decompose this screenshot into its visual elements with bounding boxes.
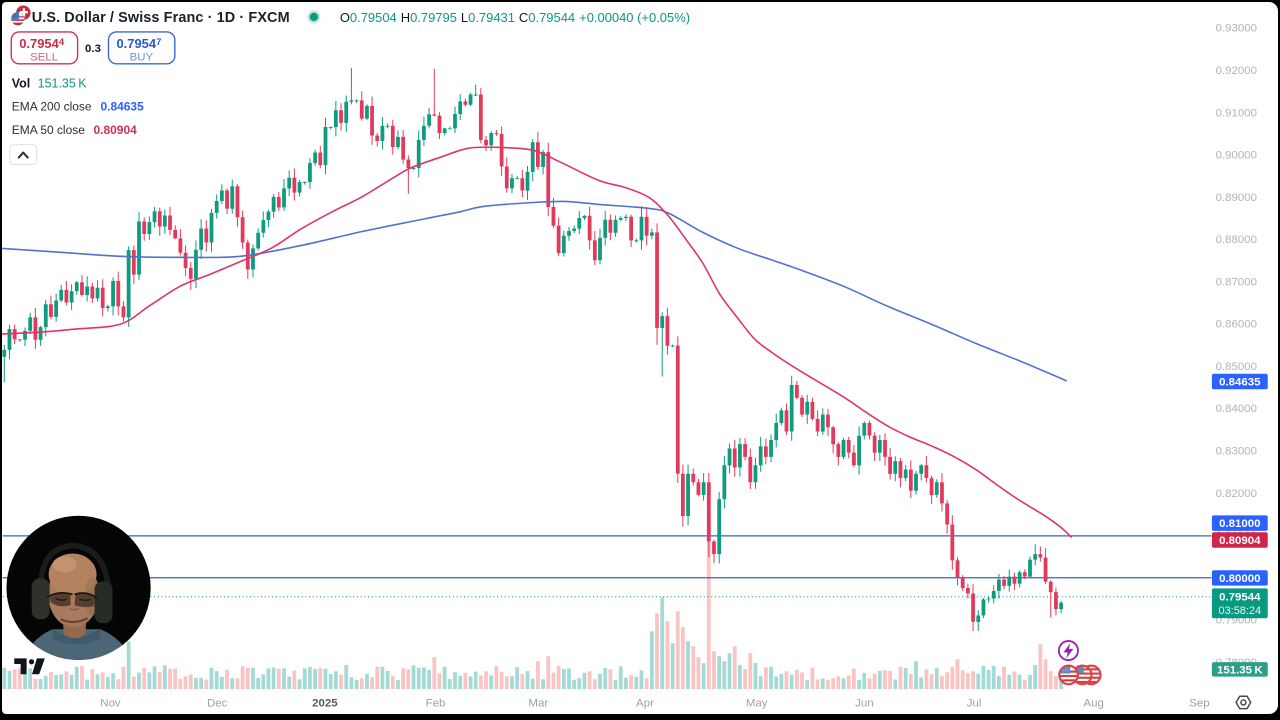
svg-text:0.79547: 0.79547 [116, 36, 161, 51]
svg-text:0.79544: 0.79544 [19, 36, 65, 51]
svg-text:0.92000: 0.92000 [1216, 65, 1257, 77]
svg-text:EMA 200 close: EMA 200 close [12, 100, 92, 114]
svg-text:0.91000: 0.91000 [1216, 107, 1257, 119]
svg-text:151.35 K: 151.35 K [1217, 664, 1263, 676]
svg-text:0.3: 0.3 [85, 43, 101, 55]
svg-text:SELL: SELL [30, 51, 58, 63]
svg-text:BUY: BUY [130, 51, 154, 63]
svg-text:U.S. Dollar / Swiss Franc · 1D: U.S. Dollar / Swiss Franc · 1D · FXCM [32, 10, 290, 26]
svg-text:Dec: Dec [207, 698, 228, 710]
svg-text:Sep: Sep [1189, 698, 1209, 710]
svg-text:EMA 50 close: EMA 50 close [12, 123, 85, 137]
svg-text:Feb: Feb [426, 698, 446, 710]
svg-text:0.83000: 0.83000 [1216, 446, 1257, 458]
svg-text:2025: 2025 [312, 698, 338, 710]
svg-text:Aug: Aug [1084, 698, 1104, 710]
svg-text:0.80904: 0.80904 [94, 123, 138, 137]
svg-text:Jul: Jul [967, 698, 982, 710]
svg-text:0.81000: 0.81000 [1219, 518, 1260, 530]
svg-text:0.84000: 0.84000 [1216, 403, 1257, 415]
svg-text:0.84635: 0.84635 [1219, 376, 1261, 388]
svg-text:0.79544: 0.79544 [1219, 591, 1261, 603]
svg-text:May: May [746, 698, 768, 710]
svg-text:151.35 K: 151.35 K [38, 76, 88, 90]
svg-text:Mar: Mar [528, 698, 548, 710]
svg-text:0.86000: 0.86000 [1216, 319, 1257, 331]
svg-text:Apr: Apr [636, 698, 654, 710]
svg-text:03:58:24: 03:58:24 [1218, 605, 1261, 617]
svg-text:0.82000: 0.82000 [1216, 488, 1257, 500]
svg-text:0.80000: 0.80000 [1219, 573, 1260, 585]
svg-text:0.93000: 0.93000 [1216, 23, 1257, 35]
svg-text:0.88000: 0.88000 [1216, 234, 1257, 246]
svg-text:0.85000: 0.85000 [1216, 361, 1257, 373]
svg-text:0.84635: 0.84635 [101, 100, 145, 114]
svg-text:Vol: Vol [12, 76, 30, 90]
svg-text:0.87000: 0.87000 [1216, 276, 1257, 288]
svg-text:0.90000: 0.90000 [1216, 150, 1257, 162]
svg-text:0.80904: 0.80904 [1219, 535, 1261, 547]
svg-text:Jun: Jun [855, 698, 873, 710]
svg-text:0.89000: 0.89000 [1216, 192, 1257, 204]
svg-text:Nov: Nov [100, 698, 121, 710]
